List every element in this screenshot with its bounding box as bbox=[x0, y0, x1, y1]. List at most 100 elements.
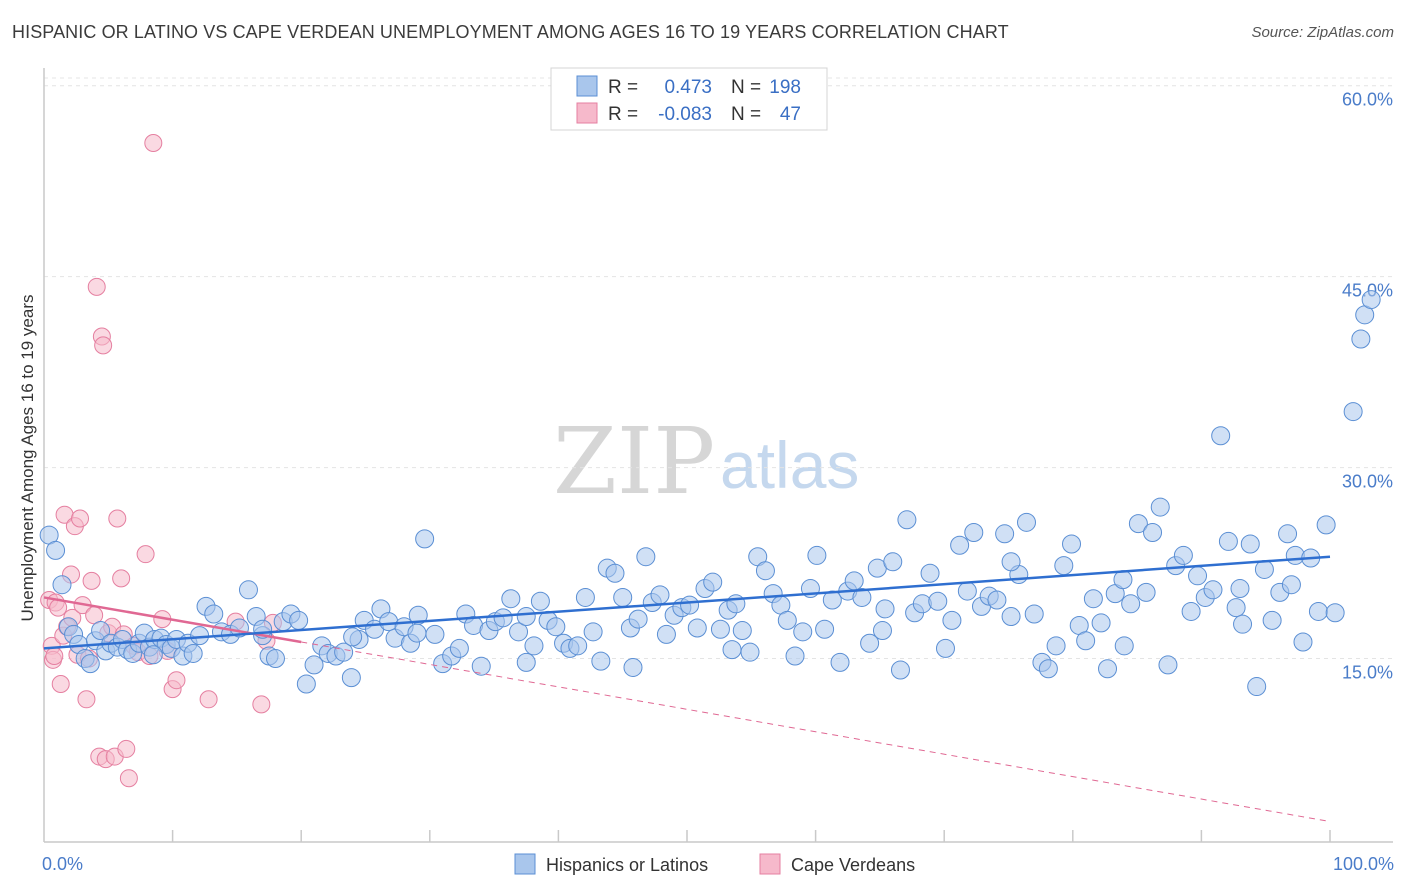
hispanic-point bbox=[1211, 426, 1231, 446]
cape-verdean-point bbox=[51, 675, 70, 694]
hispanic-point bbox=[591, 651, 611, 671]
hispanic-point bbox=[1001, 552, 1021, 572]
hispanic-point bbox=[1218, 531, 1238, 551]
hispanic-point bbox=[650, 585, 670, 605]
cape-verdean-point bbox=[87, 277, 106, 296]
watermark-zip: ZIP bbox=[553, 408, 715, 515]
hispanic-point bbox=[1143, 523, 1163, 543]
hispanic-point bbox=[91, 621, 111, 641]
hispanic-point bbox=[80, 654, 100, 674]
hispanic-point bbox=[449, 638, 469, 658]
hispanic-point bbox=[1114, 636, 1134, 656]
trend-lines bbox=[43, 555, 1331, 822]
hispanic-point bbox=[501, 589, 521, 609]
watermark-atlas: atlas bbox=[720, 428, 859, 502]
hispanic-point bbox=[1351, 329, 1371, 349]
hispanic-point bbox=[703, 572, 723, 592]
cape-verdean-point bbox=[119, 769, 138, 788]
hispanic-point bbox=[1247, 677, 1267, 697]
hispanic-point bbox=[1001, 607, 1021, 627]
hispanic-point bbox=[872, 621, 892, 641]
y-tick-label: 45.0% bbox=[1342, 281, 1393, 301]
cape-verdean-point bbox=[252, 695, 271, 714]
hispanic-point bbox=[860, 633, 880, 653]
hispanic-point bbox=[1325, 603, 1345, 623]
hispanic-point bbox=[408, 605, 428, 625]
hispanic-point bbox=[1308, 601, 1328, 621]
hispanic-point bbox=[1240, 534, 1260, 554]
y-axis-label: Unemployment Among Ages 16 to 19 years bbox=[18, 295, 37, 622]
y-tick-label: 60.0% bbox=[1342, 90, 1393, 110]
hispanic-point bbox=[509, 622, 529, 642]
legend-n-value-capeverdean: 47 bbox=[780, 104, 801, 125]
hispanic-point bbox=[785, 646, 805, 666]
x-tick-label-min: 0.0% bbox=[42, 854, 83, 874]
hispanic-point bbox=[1136, 582, 1156, 602]
y-tick-labels: 15.0% 30.0% 45.0% 60.0% bbox=[1342, 90, 1393, 683]
cape-verdean-point bbox=[136, 545, 155, 564]
hispanic-point bbox=[807, 545, 827, 565]
legend-r-label-hispanic: R = bbox=[608, 77, 638, 98]
hispanic-point bbox=[935, 638, 955, 658]
hispanic-point bbox=[920, 563, 940, 583]
hispanic-point bbox=[950, 535, 970, 555]
hispanic-point bbox=[46, 540, 66, 560]
x-tick-marks bbox=[171, 830, 1331, 842]
hispanic-point bbox=[1046, 636, 1066, 656]
hispanic-point bbox=[722, 640, 742, 660]
hispanic-point bbox=[530, 591, 550, 611]
hispanic-point bbox=[883, 552, 903, 572]
hispanic-point bbox=[995, 524, 1015, 544]
legend-r-label-capeverdean: R = bbox=[608, 104, 638, 125]
hispanic-point bbox=[732, 621, 752, 641]
hispanic-point bbox=[623, 657, 643, 677]
cape-verdean-point bbox=[199, 690, 218, 709]
hispanic-point bbox=[1098, 659, 1118, 679]
legend-n-value-hispanic: 198 bbox=[769, 77, 801, 98]
hispanic-point bbox=[304, 655, 324, 675]
hispanic-point bbox=[415, 529, 435, 549]
cape-verdean-trend-extension bbox=[301, 641, 1331, 822]
hispanic-point bbox=[1076, 631, 1096, 651]
legend-n-label-hispanic: N = bbox=[731, 77, 761, 98]
hispanic-point bbox=[1038, 659, 1058, 679]
hispanic-point bbox=[296, 674, 316, 694]
y-tick-label: 30.0% bbox=[1342, 472, 1393, 492]
watermark: ZIP atlas bbox=[553, 408, 859, 515]
hispanic-point bbox=[964, 523, 984, 543]
hispanic-point bbox=[1233, 614, 1253, 634]
hispanics-points bbox=[39, 290, 1381, 697]
hispanic-point bbox=[890, 660, 910, 680]
hispanic-point bbox=[740, 642, 760, 662]
hispanic-point bbox=[1343, 402, 1363, 422]
hispanic-point bbox=[1281, 575, 1301, 595]
hispanic-trend-line bbox=[43, 555, 1331, 650]
cape-verdean-point bbox=[71, 509, 90, 528]
hispanic-point bbox=[897, 510, 917, 530]
hispanic-point bbox=[407, 623, 427, 643]
hispanic-point bbox=[830, 652, 850, 672]
hispanic-point bbox=[928, 591, 948, 611]
legend-r-value-capeverdean: -0.083 bbox=[658, 104, 712, 125]
hispanic-point bbox=[575, 587, 595, 607]
hispanic-point bbox=[636, 547, 656, 567]
hispanic-point bbox=[265, 649, 285, 669]
hispanic-point bbox=[524, 636, 544, 656]
hispanic-point bbox=[656, 624, 676, 644]
legend-n-label-capeverdean: N = bbox=[731, 104, 761, 125]
legend-swatch-hispanic bbox=[576, 75, 598, 97]
chart-title: HISPANIC OR LATINO VS CAPE VERDEAN UNEMP… bbox=[12, 22, 1009, 42]
hispanic-point bbox=[143, 645, 163, 665]
hispanic-point bbox=[568, 636, 588, 656]
cape-verdean-trend-line bbox=[43, 596, 302, 644]
hispanic-point bbox=[183, 643, 203, 663]
hispanic-point bbox=[680, 595, 700, 615]
hispanic-point bbox=[815, 619, 835, 639]
cape-verdean-point bbox=[112, 569, 131, 588]
hispanic-point bbox=[1361, 290, 1381, 310]
correlation-legend: R = 0.473 N = 198 R = -0.083 N = 47 bbox=[550, 67, 828, 131]
hispanic-point bbox=[52, 575, 72, 595]
hispanic-point bbox=[425, 624, 445, 644]
hispanic-point bbox=[1226, 598, 1246, 618]
